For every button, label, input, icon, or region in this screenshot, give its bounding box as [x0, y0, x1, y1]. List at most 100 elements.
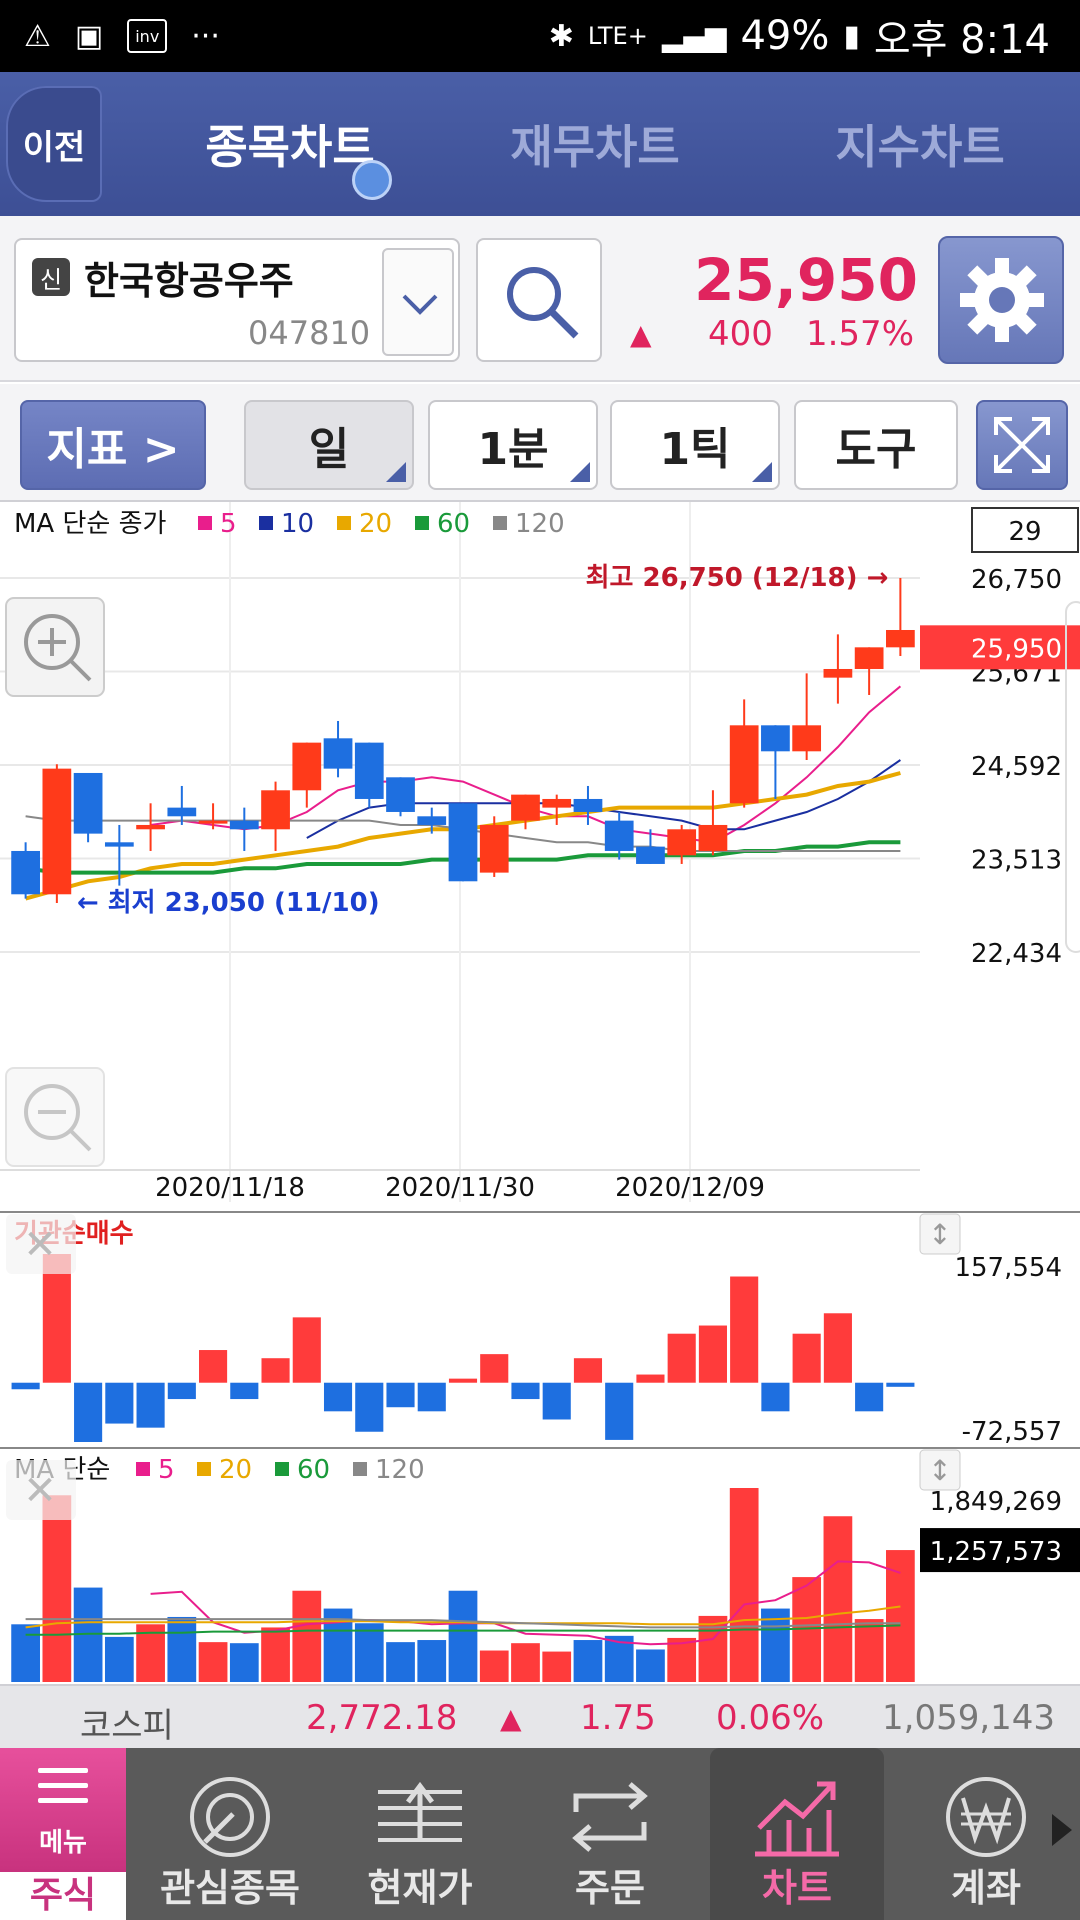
- chart-area[interactable]: MA 단순 종가 5 10 20 60 120 29 26,750 25,671 24,59…: [0, 502, 1080, 1684]
- stock-category-button[interactable]: 주식: [0, 1872, 126, 1920]
- legend-item: 10: [281, 509, 314, 539]
- volume-bar: [386, 1642, 415, 1682]
- resize-pane-button[interactable]: ↕: [919, 1449, 961, 1491]
- y-tick-label: 23,513: [971, 846, 1062, 876]
- nav-watchlist[interactable]: 관심종목: [150, 1748, 310, 1920]
- period-day-button[interactable]: 일: [244, 400, 414, 490]
- institution-bar: [417, 1382, 446, 1412]
- y-tick-label: 157,554: [954, 1253, 1062, 1283]
- chevron-down-icon: [402, 294, 438, 315]
- candle-count-box[interactable]: [971, 507, 1079, 553]
- nav-label: 주문: [575, 1866, 645, 1910]
- candle-body: [11, 850, 40, 895]
- candle-body: [417, 816, 447, 825]
- zoom-in-button[interactable]: [5, 597, 105, 697]
- nav-label: 관심종목: [160, 1866, 300, 1910]
- tab-financial-chart[interactable]: 재무차트: [510, 120, 680, 174]
- stock-dropdown-button[interactable]: [382, 248, 454, 356]
- volume-bar: [854, 1619, 884, 1682]
- nav-order[interactable]: 주문: [530, 1748, 690, 1920]
- volume-bar: [698, 1615, 728, 1682]
- candle-body: [136, 824, 165, 830]
- volume-bar: [636, 1649, 665, 1682]
- period-minute-button[interactable]: 1분: [428, 400, 598, 490]
- scroll-handle[interactable]: [1065, 601, 1080, 953]
- candle-body: [573, 798, 603, 812]
- close-pane-button[interactable]: ✕: [6, 1460, 76, 1520]
- legend-swatch: [415, 516, 429, 530]
- stock-chart[interactable]: MA 단순 종가 5 10 20 60 120 29 26,75025,67124,59…: [0, 502, 1080, 1684]
- indicator-button[interactable]: 지표 >: [20, 400, 206, 490]
- y-tick-label: -72,557: [962, 1417, 1062, 1447]
- settings-button[interactable]: [938, 236, 1064, 364]
- tab-index-chart[interactable]: 지수차트: [835, 120, 1005, 174]
- current-price: 25,950: [694, 246, 918, 314]
- search-button[interactable]: [476, 238, 602, 362]
- institution-bar: [573, 1358, 603, 1383]
- fullscreen-button[interactable]: [976, 400, 1068, 490]
- refresh-badge-icon[interactable]: [352, 160, 392, 200]
- legend-swatch: [197, 1462, 211, 1476]
- volume-bar: [167, 1616, 197, 1682]
- index-ticker[interactable]: 코스피 2,772.18 ▲ 1.75 0.06% 1,059,143: [0, 1684, 1080, 1748]
- dropdown-corner-icon: [386, 462, 406, 482]
- zoom-out-button[interactable]: [5, 1067, 105, 1167]
- menu-button[interactable]: 메뉴: [0, 1748, 126, 1872]
- legend-item: 5: [158, 1455, 175, 1485]
- institution-bar: [230, 1382, 259, 1400]
- volume-bar: [354, 1623, 384, 1682]
- current-price-tag: [920, 625, 1080, 670]
- stock-info-row: 신 한국항공우주 047810 25,950 ▲ 400 1.57%: [0, 216, 1080, 382]
- nav-chart[interactable]: 차트: [710, 1748, 884, 1920]
- institution-bar: [730, 1276, 759, 1383]
- institution-bar: [74, 1382, 103, 1442]
- resize-pane-button[interactable]: ↕: [919, 1213, 961, 1255]
- app-notification-icon: inv: [127, 19, 168, 53]
- volume-bar: [104, 1636, 134, 1682]
- volume-bar: [11, 1624, 40, 1682]
- target-arrow-icon: [190, 1777, 270, 1857]
- legend-swatch: [493, 516, 507, 530]
- stock-selector[interactable]: 신 한국항공우주 047810: [14, 238, 460, 362]
- volume-bar: [229, 1643, 259, 1682]
- candle-body: [479, 824, 509, 873]
- bluetooth-icon: ✱: [548, 18, 574, 54]
- tab-stock-chart[interactable]: 종목차트: [205, 120, 375, 174]
- nav-current-price[interactable]: 현재가: [340, 1748, 500, 1920]
- period-day-label: 일: [308, 424, 350, 475]
- volume-bar: [667, 1637, 697, 1682]
- candle-body: [698, 824, 728, 851]
- back-button[interactable]: 이전: [6, 86, 102, 202]
- close-icon: ✕: [23, 1468, 57, 1514]
- nav-label: 현재가: [367, 1866, 473, 1910]
- institution-bar: [667, 1333, 696, 1383]
- candle-body: [448, 803, 478, 882]
- scroll-right-icon[interactable]: [1052, 1814, 1072, 1846]
- legend-swatch: [353, 1462, 367, 1476]
- x-tick-label: 2020/11/18: [155, 1173, 305, 1203]
- battery-percent: 49%: [740, 13, 830, 59]
- chart-trend-icon: [755, 1781, 839, 1857]
- candle-body: [42, 768, 72, 895]
- warning-icon: ⚠: [24, 18, 51, 54]
- institution-bar: [698, 1325, 727, 1383]
- nav-account[interactable]: 계좌: [906, 1748, 1066, 1920]
- change-amount: 400: [708, 314, 773, 354]
- institution-bar: [292, 1317, 321, 1383]
- bottom-navigation: 메뉴 주식 관심종목 현재가 주문 차트 계좌: [0, 1748, 1080, 1920]
- institution-bar: [542, 1382, 571, 1420]
- tools-button[interactable]: 도구: [794, 400, 958, 490]
- candle-body: [73, 772, 103, 834]
- volume-bar: [729, 1488, 759, 1682]
- low-annotation: ← 최저 23,050 (11/10): [77, 888, 380, 918]
- institution-bar: [636, 1374, 665, 1383]
- battery-icon: ▮: [843, 18, 860, 54]
- institution-bar: [167, 1382, 196, 1400]
- period-tick-button[interactable]: 1틱: [610, 400, 780, 490]
- institution-bar: [605, 1382, 634, 1440]
- close-pane-button[interactable]: ✕: [6, 1214, 76, 1274]
- candle-body: [886, 629, 915, 648]
- candle-body: [542, 798, 572, 808]
- candle-body: [604, 820, 634, 851]
- index-change-percent: 0.06%: [716, 1698, 825, 1738]
